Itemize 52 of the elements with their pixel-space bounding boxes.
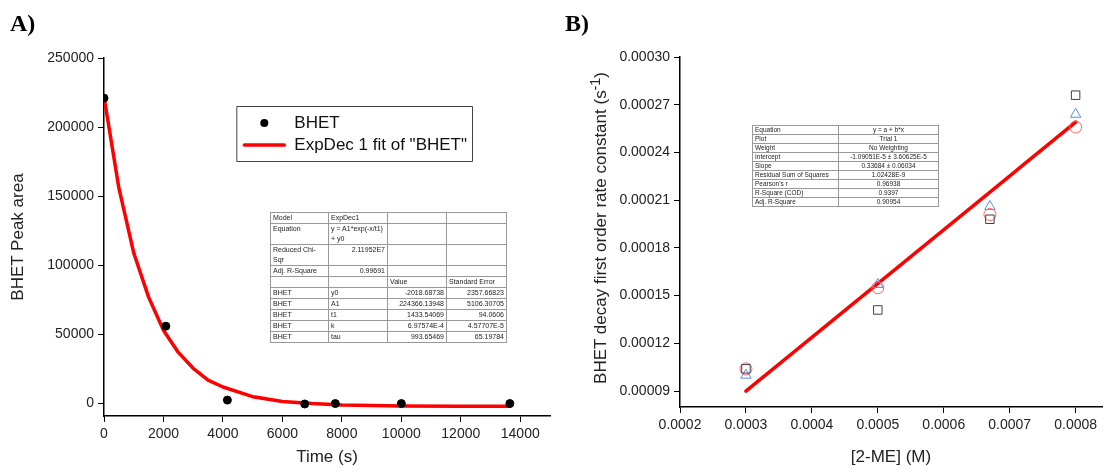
y-tick-label: 0.00012 <box>619 334 671 351</box>
y-tick-label: 50000 <box>55 325 95 342</box>
x-axis-title: Time (s) <box>296 447 358 467</box>
y-tick-label: 100000 <box>47 256 95 273</box>
point <box>983 208 997 221</box>
y-tick-label: 0.00018 <box>619 238 671 255</box>
y-tick-label: 0.00024 <box>619 143 671 160</box>
x-tick-label: 14000 <box>500 425 540 442</box>
point <box>984 200 996 211</box>
y-axis-title: BHET Peak area <box>8 173 28 301</box>
y-tick-label: 0.00009 <box>619 381 671 398</box>
chart-title: B) <box>565 10 589 37</box>
point <box>330 399 340 409</box>
y-tick-label: 0.00027 <box>619 95 671 112</box>
x-tick-label: 6000 <box>266 425 299 442</box>
y-tick-label: 0.00015 <box>619 286 671 303</box>
x-tick-label: 0.0007 <box>988 416 1032 433</box>
point <box>505 399 515 409</box>
point <box>740 368 752 379</box>
x-tick-label: 2000 <box>147 425 180 442</box>
point <box>871 281 885 295</box>
x-tick-label: 0.0002 <box>658 416 702 433</box>
point <box>872 278 884 288</box>
point <box>300 399 310 409</box>
chart-title: A) <box>10 10 36 37</box>
point <box>396 399 406 409</box>
x-axis-title: [2-ME] (M) <box>850 447 932 467</box>
point <box>222 395 232 405</box>
legend-label: ExpDec 1 fit of "BHET" <box>294 134 468 154</box>
point <box>873 305 883 315</box>
x-tick-label: 0.0004 <box>790 416 834 433</box>
y-tick-label: 250000 <box>47 48 95 65</box>
point <box>985 214 995 225</box>
y-tick-label: 0.00021 <box>619 191 671 208</box>
x-tick-label: 0.0008 <box>1054 416 1098 433</box>
x-tick-label: 0.0003 <box>724 416 768 433</box>
x-tick-label: 10000 <box>381 425 422 442</box>
x-tick-label: 12000 <box>441 425 481 442</box>
point <box>161 321 171 331</box>
y-tick-label: 200000 <box>47 117 95 134</box>
x-tick-label: 0.0006 <box>922 416 966 433</box>
legend-label: BHET <box>294 112 340 132</box>
point <box>1069 107 1082 118</box>
x-tick-label: 4000 <box>207 425 239 442</box>
y-tick-label: 150000 <box>47 187 95 204</box>
point <box>1069 120 1083 134</box>
y-tick-label: 0 <box>86 394 95 411</box>
y-tick-label: 0.00030 <box>619 47 671 64</box>
x-tick-label: 0.0005 <box>856 416 900 433</box>
point <box>1070 90 1081 100</box>
x-tick-label: 0 <box>100 425 109 442</box>
x-tick-label: 8000 <box>326 425 358 442</box>
